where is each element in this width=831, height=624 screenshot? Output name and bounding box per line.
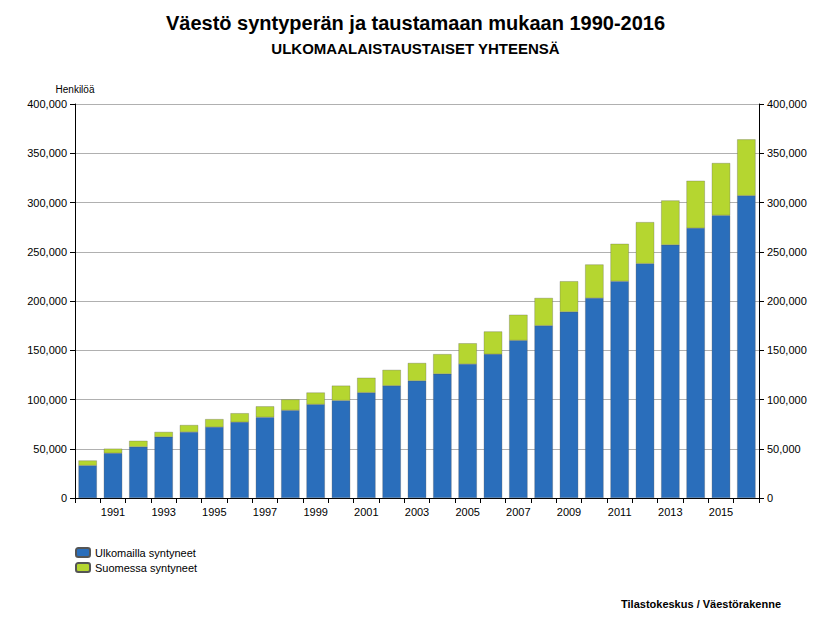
svg-text:350,000: 350,000 bbox=[767, 147, 807, 159]
svg-text:50,000: 50,000 bbox=[33, 443, 67, 455]
svg-text:1999: 1999 bbox=[303, 506, 327, 518]
svg-text:200,000: 200,000 bbox=[767, 295, 807, 307]
svg-text:50,000: 50,000 bbox=[767, 443, 801, 455]
svg-text:200,000: 200,000 bbox=[27, 295, 67, 307]
svg-text:Henkilöä: Henkilöä bbox=[56, 84, 95, 95]
svg-text:2015: 2015 bbox=[709, 506, 733, 518]
svg-text:2013: 2013 bbox=[658, 506, 682, 518]
svg-text:0: 0 bbox=[767, 492, 773, 504]
svg-text:2009: 2009 bbox=[557, 506, 581, 518]
svg-text:350,000: 350,000 bbox=[27, 147, 67, 159]
svg-text:250,000: 250,000 bbox=[27, 246, 67, 258]
svg-text:1993: 1993 bbox=[151, 506, 175, 518]
svg-text:ULKOMAALAISTAUSTAISET YHTEENSÄ: ULKOMAALAISTAUSTAISET YHTEENSÄ bbox=[271, 40, 560, 57]
svg-text:100,000: 100,000 bbox=[27, 394, 67, 406]
svg-text:Väestö syntyperän ja taustamaa: Väestö syntyperän ja taustamaan mukaan 1… bbox=[166, 12, 665, 34]
svg-text:1995: 1995 bbox=[202, 506, 226, 518]
svg-text:0: 0 bbox=[61, 492, 67, 504]
svg-text:150,000: 150,000 bbox=[27, 344, 67, 356]
svg-text:300,000: 300,000 bbox=[767, 197, 807, 209]
svg-text:Tilastokeskus / Väestörakenne: Tilastokeskus / Väestörakenne bbox=[621, 598, 781, 610]
svg-text:2007: 2007 bbox=[506, 506, 530, 518]
svg-text:2005: 2005 bbox=[455, 506, 479, 518]
svg-text:2003: 2003 bbox=[405, 506, 429, 518]
svg-text:1997: 1997 bbox=[253, 506, 277, 518]
svg-text:Suomessa syntyneet: Suomessa syntyneet bbox=[95, 562, 197, 574]
svg-text:150,000: 150,000 bbox=[767, 344, 807, 356]
svg-text:1991: 1991 bbox=[101, 506, 125, 518]
svg-text:100,000: 100,000 bbox=[767, 394, 807, 406]
svg-text:2011: 2011 bbox=[608, 506, 632, 518]
svg-text:Ulkomailla syntyneet: Ulkomailla syntyneet bbox=[95, 547, 196, 559]
svg-text:400,000: 400,000 bbox=[767, 98, 807, 110]
svg-text:400,000: 400,000 bbox=[27, 98, 67, 110]
svg-text:2001: 2001 bbox=[354, 506, 378, 518]
svg-text:250,000: 250,000 bbox=[767, 246, 807, 258]
svg-text:300,000: 300,000 bbox=[27, 197, 67, 209]
